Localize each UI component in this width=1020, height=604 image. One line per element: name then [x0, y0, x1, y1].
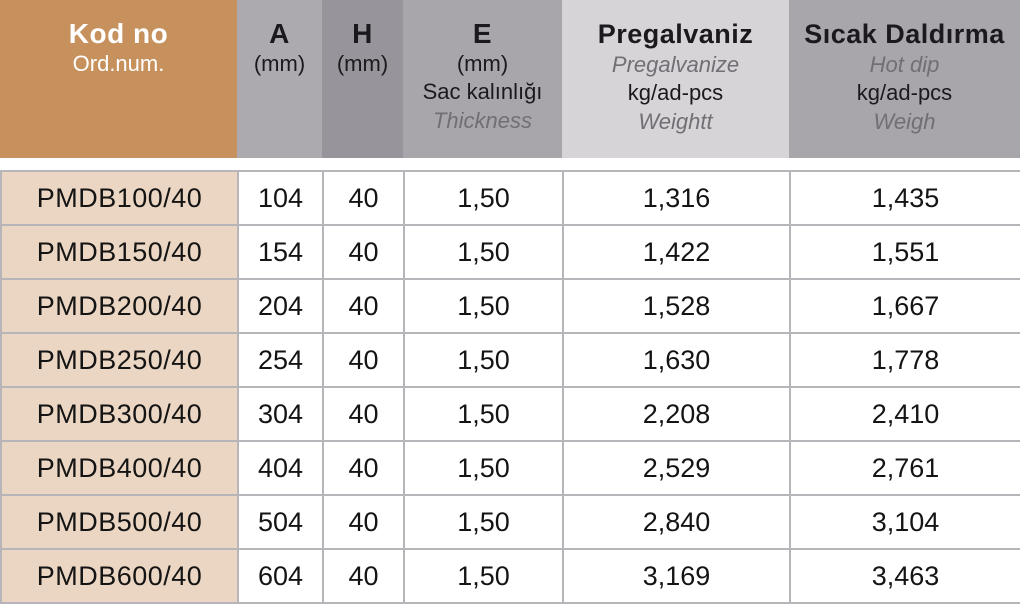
cell-code: PMDB200/40 — [0, 278, 239, 334]
cell-e: 1,50 — [403, 278, 564, 334]
header-cell-code: Kod no Ord.num. — [0, 0, 237, 158]
cell-a: 604 — [237, 548, 324, 604]
col-desc-en-e: Thickness — [432, 108, 533, 133]
cell-e: 1,50 — [403, 494, 564, 550]
cell-a: 404 — [237, 440, 324, 496]
col-subtitle-code: Ord.num. — [72, 51, 165, 76]
table-row: PMDB150/40 154 40 1,50 1,422 1,551 — [0, 224, 1020, 280]
cell-hot-dip-weight: 2,761 — [789, 440, 1020, 496]
cell-hot-dip-weight: 1,778 — [789, 332, 1020, 388]
cell-a: 504 — [237, 494, 324, 550]
cell-pregalvaniz-weight: 1,316 — [562, 170, 791, 226]
table-row: PMDB300/40 304 40 1,50 2,208 2,410 — [0, 386, 1020, 442]
table-row: PMDB400/40 404 40 1,50 2,529 2,761 — [0, 440, 1020, 496]
col-label-en-hot-dip: Weigh — [873, 109, 936, 134]
table-row: PMDB250/40 254 40 1,50 1,630 1,778 — [0, 332, 1020, 388]
cell-code: PMDB300/40 — [0, 386, 239, 442]
cell-pregalvaniz-weight: 2,840 — [562, 494, 791, 550]
header-cell-a: A (mm) — [237, 0, 322, 158]
cell-h: 40 — [322, 494, 405, 550]
col-title-hot-dip: Sıcak Daldırma — [804, 19, 1005, 49]
col-title-en-pregalvaniz: Pregalvanize — [611, 52, 740, 77]
col-label-en-pregalvaniz: Weightt — [638, 109, 713, 134]
cell-hot-dip-weight: 3,104 — [789, 494, 1020, 550]
cell-h: 40 — [322, 548, 405, 604]
cell-e: 1,50 — [403, 386, 564, 442]
header-cell-e: E (mm) Sac kalınlığı Thickness — [403, 0, 562, 158]
cell-code: PMDB500/40 — [0, 494, 239, 550]
cell-e: 1,50 — [403, 170, 564, 226]
col-title-en-hot-dip: Hot dip — [869, 52, 940, 77]
cell-h: 40 — [322, 224, 405, 280]
cell-a: 254 — [237, 332, 324, 388]
cell-code: PMDB400/40 — [0, 440, 239, 496]
table-row: PMDB200/40 204 40 1,50 1,528 1,667 — [0, 278, 1020, 334]
col-title-e: E — [472, 18, 493, 49]
cell-hot-dip-weight: 2,410 — [789, 386, 1020, 442]
cell-pregalvaniz-weight: 1,630 — [562, 332, 791, 388]
spec-table-body: PMDB100/40 104 40 1,50 1,316 1,435 PMDB1… — [0, 170, 1020, 604]
cell-pregalvaniz-weight: 2,208 — [562, 386, 791, 442]
cell-pregalvaniz-weight: 1,528 — [562, 278, 791, 334]
cell-hot-dip-weight: 3,463 — [789, 548, 1020, 604]
cell-e: 1,50 — [403, 332, 564, 388]
cell-hot-dip-weight: 1,551 — [789, 224, 1020, 280]
col-title-h: H — [352, 18, 373, 49]
cell-a: 154 — [237, 224, 324, 280]
col-unit-h: (mm) — [336, 51, 389, 76]
cell-e: 1,50 — [403, 548, 564, 604]
cell-pregalvaniz-weight: 1,422 — [562, 224, 791, 280]
cell-h: 40 — [322, 170, 405, 226]
cell-pregalvaniz-weight: 2,529 — [562, 440, 791, 496]
cell-a: 304 — [237, 386, 324, 442]
table-header: Kod no Ord.num. A (mm) H (mm) E (mm) Sac… — [0, 0, 1020, 158]
cell-h: 40 — [322, 332, 405, 388]
cell-e: 1,50 — [403, 440, 564, 496]
cell-code: PMDB100/40 — [0, 170, 239, 226]
cell-h: 40 — [322, 440, 405, 496]
cell-code: PMDB250/40 — [0, 332, 239, 388]
cell-code: PMDB600/40 — [0, 548, 239, 604]
header-cell-h: H (mm) — [322, 0, 403, 158]
table-row: PMDB500/40 504 40 1,50 2,840 3,104 — [0, 494, 1020, 550]
col-unit-e: (mm) — [456, 51, 509, 76]
col-unit-hot-dip: kg/ad-pcs — [856, 80, 953, 105]
col-unit-pregalvaniz: kg/ad-pcs — [627, 80, 724, 105]
table-row: PMDB600/40 604 40 1,50 3,169 3,463 — [0, 548, 1020, 604]
cell-a: 204 — [237, 278, 324, 334]
col-desc-tr-e: Sac kalınlığı — [422, 79, 543, 104]
cell-h: 40 — [322, 278, 405, 334]
cell-hot-dip-weight: 1,667 — [789, 278, 1020, 334]
cell-code: PMDB150/40 — [0, 224, 239, 280]
table-row: PMDB100/40 104 40 1,50 1,316 1,435 — [0, 170, 1020, 226]
cell-a: 104 — [237, 170, 324, 226]
col-title-a: A — [269, 18, 290, 49]
col-title-code: Kod no — [68, 18, 169, 49]
header-cell-pregalvaniz: Pregalvaniz Pregalvanize kg/ad-pcs Weigh… — [562, 0, 789, 158]
col-title-pregalvaniz: Pregalvaniz — [597, 19, 754, 49]
cell-pregalvaniz-weight: 3,169 — [562, 548, 791, 604]
cell-e: 1,50 — [403, 224, 564, 280]
header-cell-hot-dip: Sıcak Daldırma Hot dip kg/ad-pcs Weigh — [789, 0, 1020, 158]
col-unit-a: (mm) — [253, 51, 306, 76]
cell-h: 40 — [322, 386, 405, 442]
cell-hot-dip-weight: 1,435 — [789, 170, 1020, 226]
